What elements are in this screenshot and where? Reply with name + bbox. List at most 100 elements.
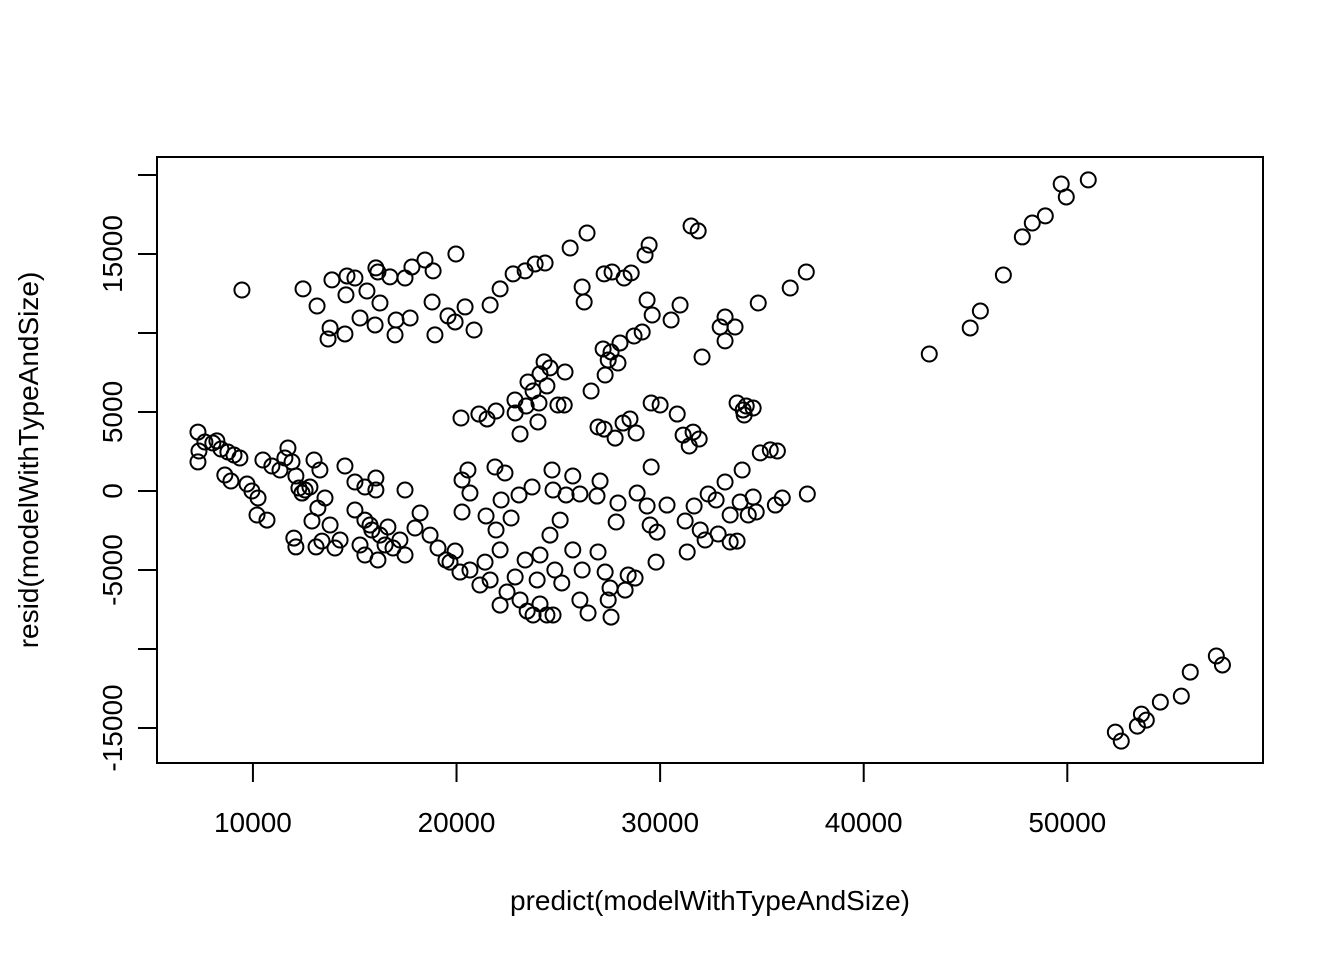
point: [510, 486, 528, 504]
point: [994, 266, 1012, 284]
point: [546, 561, 564, 579]
x-tick-label: 20000: [418, 807, 496, 838]
point: [609, 494, 627, 512]
point: [481, 296, 499, 314]
point: [651, 396, 669, 414]
point: [401, 309, 419, 327]
point: [662, 311, 680, 329]
point: [506, 568, 524, 586]
point: [459, 461, 477, 479]
point: [451, 563, 469, 581]
point: [476, 553, 494, 571]
point: [716, 308, 734, 326]
point: [491, 541, 509, 559]
y-tick-label: -5000: [97, 534, 128, 606]
point: [642, 458, 660, 476]
point: [798, 485, 816, 503]
point: [557, 486, 575, 504]
point: [336, 325, 354, 343]
point: [416, 251, 434, 269]
y-tick-label: -15000: [97, 684, 128, 771]
point: [530, 394, 548, 412]
point: [406, 519, 424, 537]
point: [773, 489, 791, 507]
point: [544, 606, 562, 624]
point: [531, 595, 549, 613]
point: [531, 546, 549, 564]
point: [538, 377, 556, 395]
point: [301, 478, 319, 496]
point: [579, 604, 597, 622]
point: [541, 526, 559, 544]
point: [492, 491, 510, 509]
point: [721, 533, 739, 551]
point: [351, 536, 369, 554]
point: [589, 543, 607, 561]
point: [376, 536, 394, 554]
point: [1207, 647, 1225, 665]
point: [331, 531, 349, 549]
point: [456, 298, 474, 316]
point: [441, 553, 459, 571]
point: [556, 363, 574, 381]
point: [628, 484, 646, 502]
y-axis-title: resid(modelWithTypeAndSize): [13, 272, 44, 649]
point: [709, 525, 727, 543]
plot-box: [156, 156, 1264, 764]
point: [396, 481, 414, 499]
point: [516, 551, 534, 569]
point: [564, 541, 582, 559]
point: [461, 484, 479, 502]
point: [336, 457, 354, 475]
point: [564, 467, 582, 485]
point: [707, 491, 725, 509]
point: [549, 396, 567, 414]
point: [491, 596, 509, 614]
point: [571, 591, 589, 609]
point: [323, 271, 341, 289]
point: [1137, 711, 1155, 729]
point: [761, 441, 779, 459]
point: [396, 269, 414, 287]
point: [519, 373, 537, 391]
point: [491, 280, 509, 298]
y-tick-label: 0: [97, 483, 128, 499]
point: [1079, 171, 1097, 189]
x-tick-label: 50000: [1028, 807, 1106, 838]
point: [606, 429, 624, 447]
point: [573, 278, 591, 296]
y-tick-label: 5000: [97, 381, 128, 443]
point: [575, 293, 593, 311]
point: [189, 453, 207, 471]
point: [254, 451, 272, 469]
point: [461, 561, 479, 579]
point: [636, 246, 654, 264]
point: [726, 318, 744, 336]
point: [737, 397, 755, 415]
point: [920, 345, 938, 363]
point: [287, 538, 305, 556]
point: [595, 420, 613, 438]
point: [446, 542, 464, 560]
point: [426, 326, 444, 344]
point: [511, 591, 529, 609]
point: [594, 340, 612, 358]
point: [496, 464, 514, 482]
point: [588, 487, 606, 505]
point: [358, 282, 376, 300]
point: [561, 239, 579, 257]
point: [231, 449, 249, 467]
point: [971, 302, 989, 320]
point: [279, 439, 297, 457]
point: [595, 265, 613, 283]
x-tick-label: 30000: [621, 807, 699, 838]
point: [321, 319, 339, 337]
point: [222, 472, 240, 490]
point: [781, 279, 799, 297]
point: [465, 321, 483, 339]
point: [626, 569, 644, 587]
point: [961, 319, 979, 337]
point: [571, 485, 589, 503]
point: [599, 591, 617, 609]
